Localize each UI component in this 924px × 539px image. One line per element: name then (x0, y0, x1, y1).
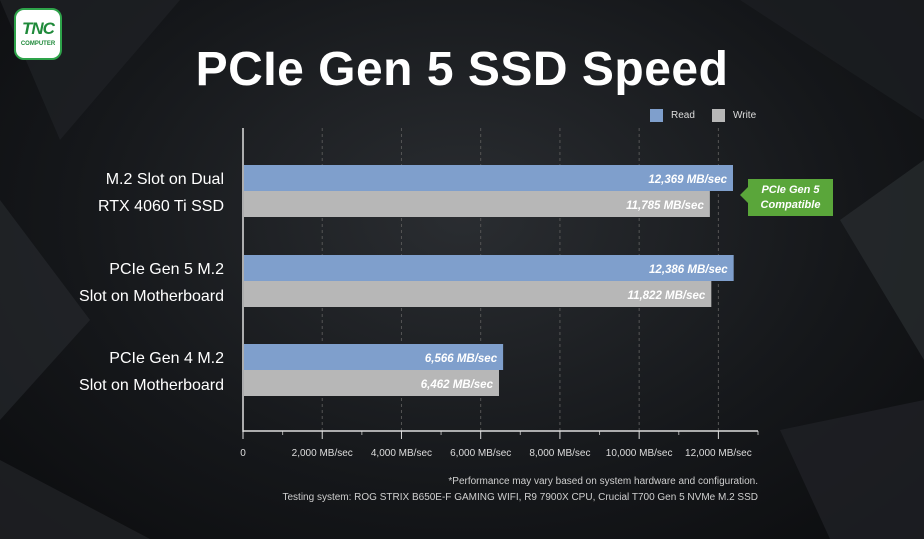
xtick-label-1: 2,000 MB/sec (292, 448, 353, 459)
xtick-label-2: 4,000 MB/sec (371, 448, 432, 459)
legend-write: Write (712, 109, 756, 122)
data-label-write-1: 11,785 MB/sec (626, 200, 704, 212)
category-label-2: PCIe Gen 5 M.2 Slot on Motherboard (79, 261, 224, 305)
footnote-disclaimer: *Performance may vary based on system ha… (448, 476, 758, 487)
category-label-1: M.2 Slot on Dual RTX 4060 Ti SSD (98, 171, 224, 215)
tnc-logo: TNC COMPUTER (14, 8, 62, 60)
bar-write-3 (244, 370, 499, 396)
chart-title: PCIe Gen 5 SSD Speed (195, 43, 729, 96)
data-label-read-3: 6,566 MB/sec (425, 353, 498, 365)
xtick-label-6: 12,000 MB/sec (685, 448, 752, 459)
bar-write-2 (244, 281, 712, 307)
xtick-label-3: 6,000 MB/sec (450, 448, 511, 459)
bar-read-2 (244, 255, 734, 281)
data-label-read-1: 12,369 MB/sec (648, 174, 727, 186)
data-label-write-2: 11,822 MB/sec (628, 290, 706, 302)
category-label-3: PCIe Gen 4 M.2 Slot on Motherboard (79, 350, 224, 394)
bar-read-1 (244, 165, 734, 191)
data-label-write-3: 6,462 MB/sec (421, 379, 494, 391)
legend-read: Read (650, 109, 695, 122)
xtick-label-4: 8,000 MB/sec (529, 448, 590, 459)
xtick-label-0: 0 (240, 448, 246, 459)
data-label-read-2: 12,386 MB/sec (649, 264, 728, 276)
legend-read-swatch (650, 109, 663, 122)
footnote-testing-system: Testing system: ROG STRIX B650E-F GAMING… (282, 492, 758, 503)
pcie-gen5-compatible-badge: PCIe Gen 5 Compatible (740, 179, 833, 216)
legend-write-swatch (712, 109, 725, 122)
bar-read-3 (244, 344, 504, 370)
xtick-label-5: 10,000 MB/sec (606, 448, 673, 459)
bar-write-1 (244, 191, 710, 217)
